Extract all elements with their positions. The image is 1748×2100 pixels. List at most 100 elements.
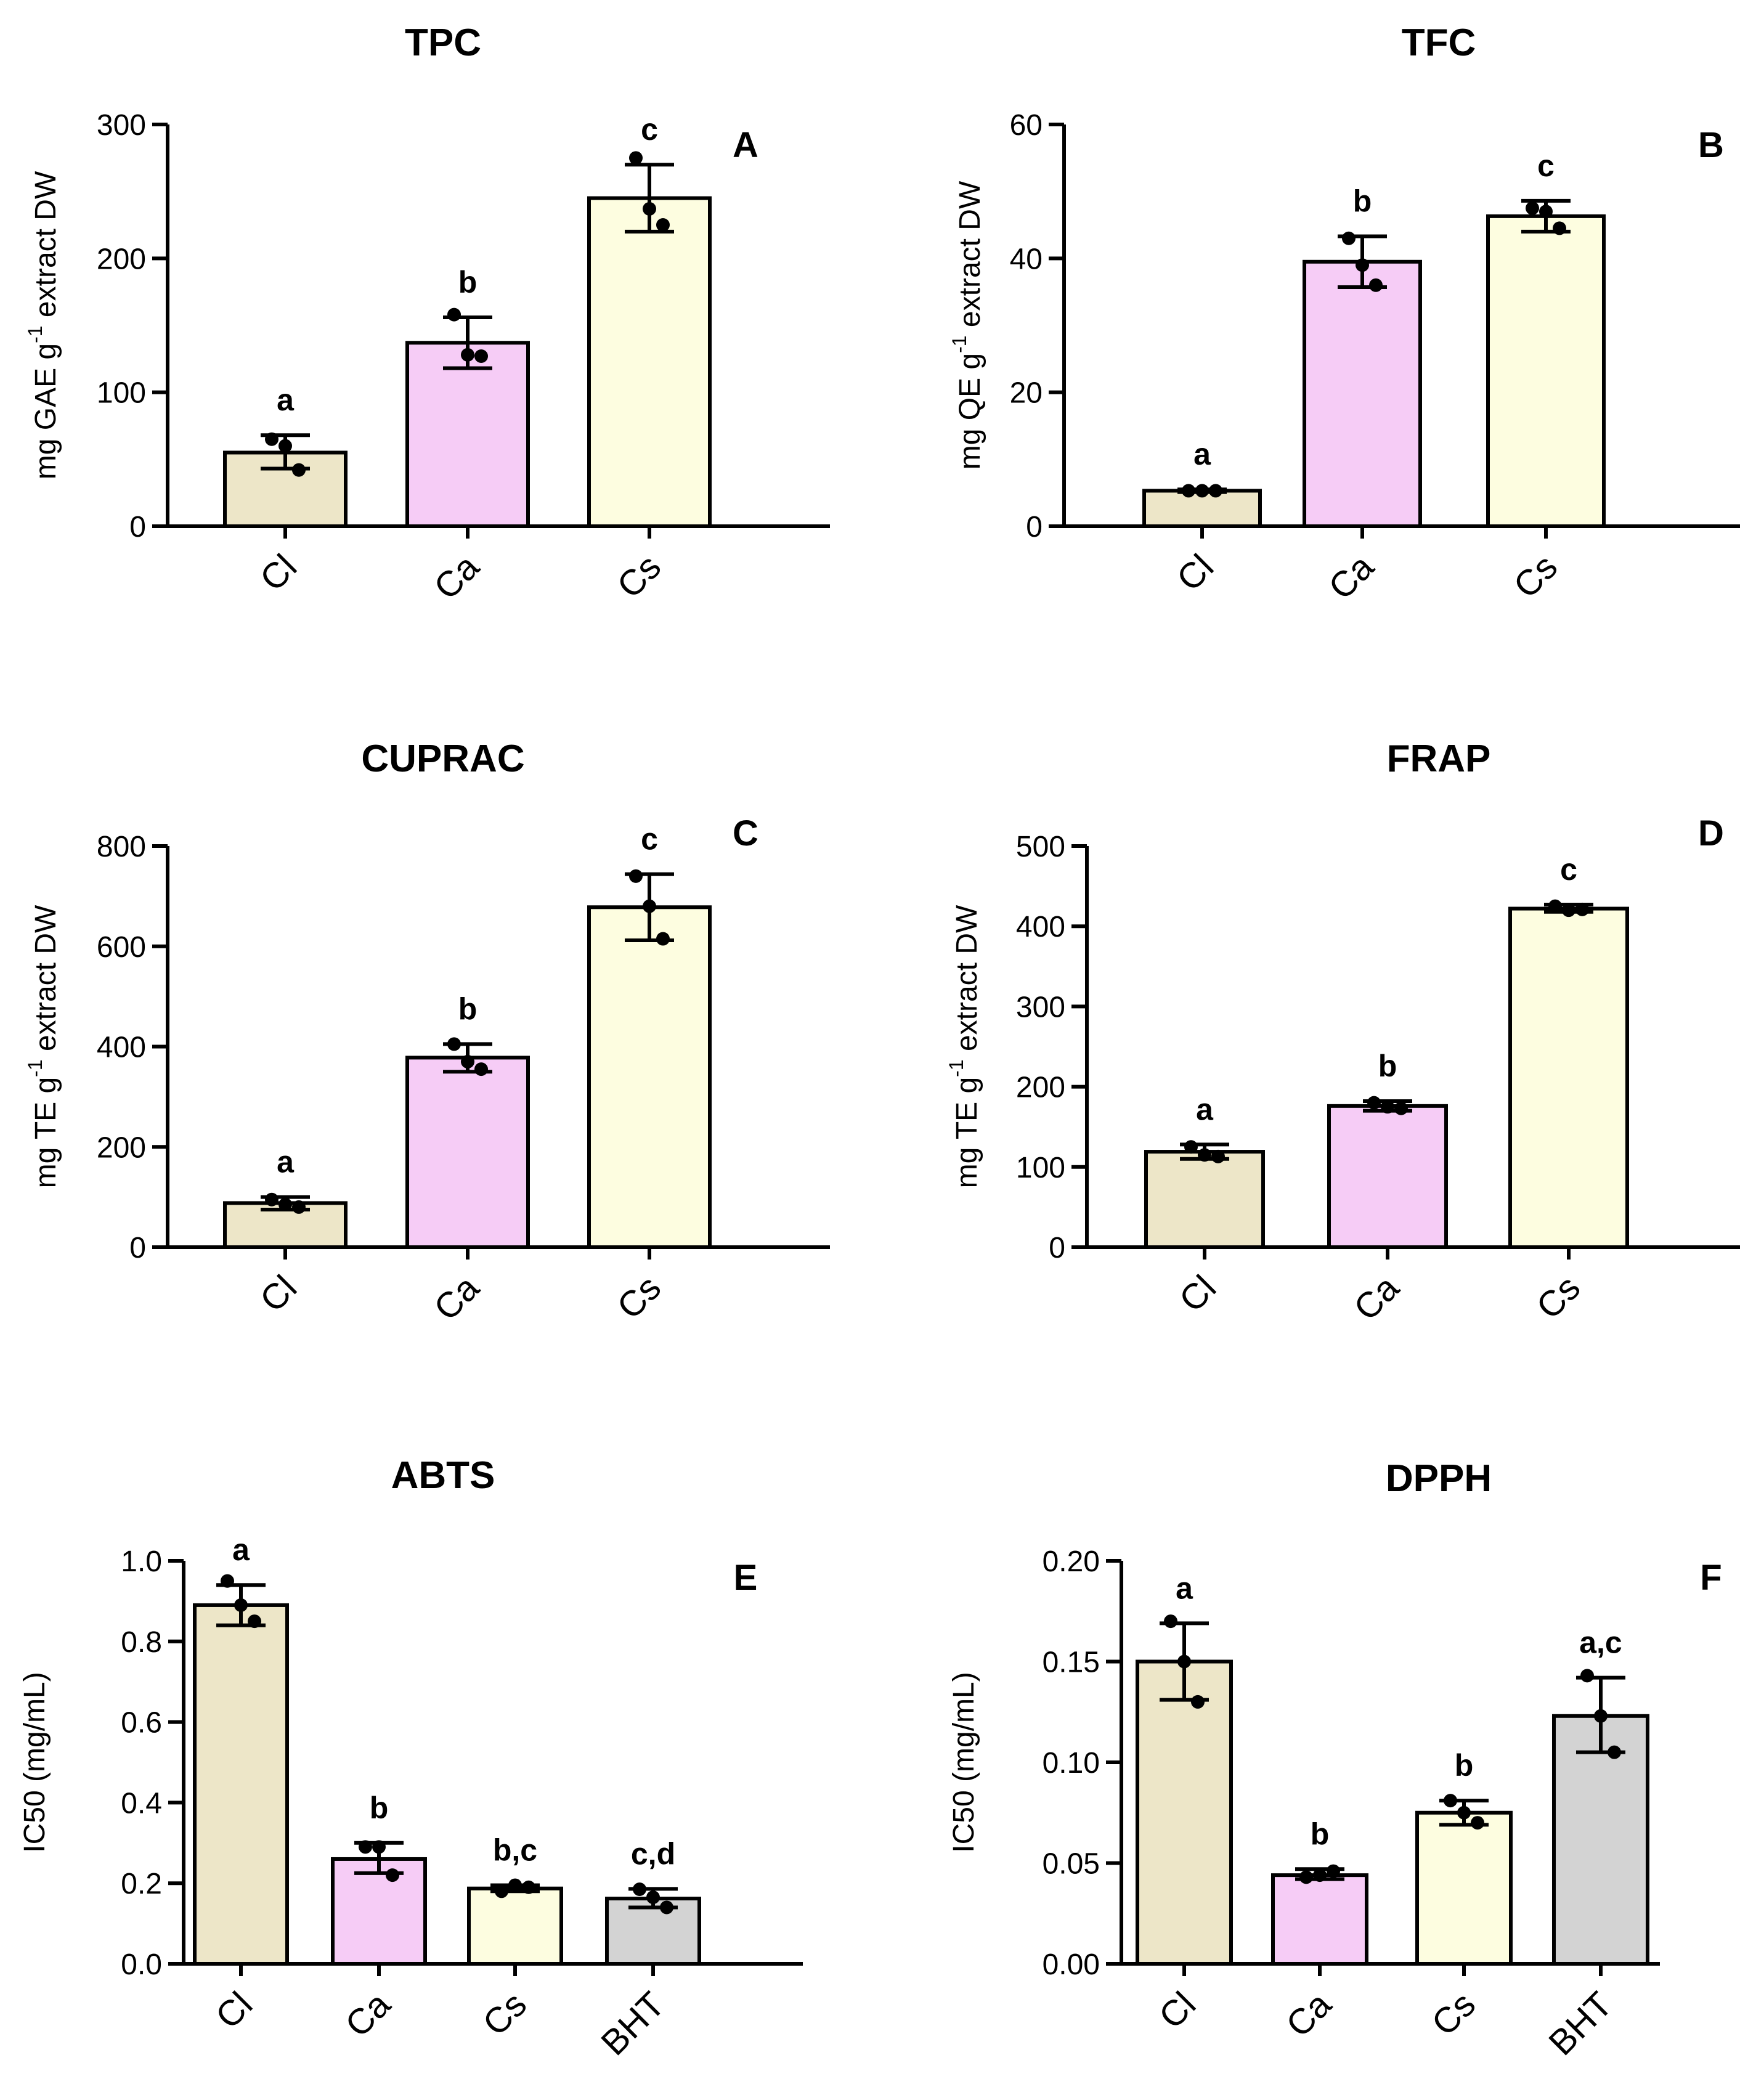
- data-point: [629, 151, 643, 165]
- data-point: [278, 439, 292, 453]
- data-point: [1327, 1864, 1340, 1878]
- bar-cs: [587, 905, 712, 1249]
- panel-f: DPPH F IC50 (mg/mL) a Cl b Ca b Cs a,c BHT 0.00 0.05…: [948, 1457, 1722, 2063]
- data-point: [1211, 1149, 1225, 1163]
- data-point: [1342, 231, 1356, 245]
- y-tick-label: 0.05: [1043, 1848, 1100, 1881]
- x-tick-label: Ca: [338, 1984, 399, 2045]
- y-tick-label: 100: [1016, 1152, 1065, 1184]
- bar-cl: [1136, 1659, 1233, 1966]
- data-point: [1381, 1100, 1394, 1114]
- significance-letter: a: [1193, 437, 1211, 471]
- chart-title: TPC: [405, 22, 481, 64]
- significance-letter: a: [1176, 1571, 1193, 1605]
- chart-title: CUPRAC: [361, 738, 524, 780]
- x-tick-label: Cs: [609, 547, 669, 606]
- x-tick-label: Cs: [609, 1268, 669, 1327]
- x-tick-label: Cl: [1171, 1268, 1224, 1320]
- y-tick-label: 800: [97, 831, 146, 863]
- data-point: [1299, 1870, 1313, 1884]
- data-point: [461, 348, 474, 362]
- data-point: [1177, 1654, 1191, 1669]
- y-label-prefix: IC50 (mg/mL): [18, 1672, 51, 1852]
- bar-ca: [1303, 259, 1422, 528]
- data-point: [265, 432, 278, 446]
- y-tick-label: 300: [97, 109, 146, 142]
- y-tick-label: 600: [97, 931, 146, 964]
- bar-cs: [587, 196, 712, 528]
- data-point: [1548, 899, 1562, 913]
- y-label-superscript: -1: [24, 325, 46, 343]
- data-point: [656, 218, 670, 232]
- x-tick-label: Cl: [1169, 547, 1221, 599]
- data-point: [234, 1598, 248, 1612]
- data-point: [221, 1574, 234, 1588]
- bar-ca: [405, 341, 530, 529]
- data-point: [474, 349, 488, 363]
- x-tick-label: Cs: [1424, 1984, 1483, 2043]
- bar-cs: [1415, 1810, 1513, 1966]
- significance-letter: b: [458, 265, 478, 299]
- chart-title: ABTS: [391, 1454, 495, 1497]
- data-point: [1539, 205, 1553, 219]
- y-label-suffix: extract DW: [30, 905, 62, 1059]
- y-tick-label: 0.00: [1043, 1948, 1100, 1981]
- significance-letter: a: [232, 1532, 250, 1567]
- data-point: [386, 1868, 399, 1882]
- y-tick-label: 0.0: [121, 1948, 162, 1981]
- data-point: [495, 1884, 508, 1899]
- chart-title: TFC: [1402, 22, 1476, 64]
- y-tick-label: 0.8: [121, 1626, 162, 1659]
- bar-cs: [1486, 214, 1606, 528]
- y-tick-label: 0.4: [121, 1787, 162, 1820]
- panel-d: FRAP Dmg TE g-1 extract DW a Cl b Ca c Cs 0 100 20…: [945, 738, 1740, 1329]
- bar-cl: [193, 1603, 289, 1966]
- data-point: [1575, 902, 1589, 916]
- significance-letter: c,d: [631, 1836, 675, 1871]
- data-point: [474, 1062, 488, 1076]
- significance-letter: b: [1311, 1817, 1330, 1851]
- significance-letter: c: [1560, 852, 1577, 887]
- y-tick-label: 400: [97, 1032, 146, 1064]
- x-tick-label: Ca: [1346, 1268, 1407, 1329]
- panel-label: C: [733, 813, 758, 853]
- x-tick-label: BHT: [1541, 1984, 1620, 2063]
- panel-label: E: [734, 1558, 758, 1598]
- x-tick-label: Cl: [208, 1984, 260, 2037]
- x-tick-label: Ca: [426, 1268, 487, 1329]
- data-point: [1198, 1148, 1211, 1162]
- data-point: [1553, 221, 1566, 235]
- data-point: [629, 869, 643, 883]
- data-point: [1562, 903, 1575, 918]
- x-tick-label: Cl: [1151, 1984, 1203, 2037]
- panel-a: TPC Amg GAE g-1 extract DW a Cl b Ca c Cs 0 100 20…: [24, 22, 830, 608]
- y-axis-label: mg GAE g-1 extract DW: [24, 171, 62, 479]
- data-point: [522, 1880, 535, 1894]
- data-point: [1182, 484, 1195, 498]
- y-label-suffix: extract DW: [951, 905, 983, 1059]
- y-tick-label: 300: [1016, 991, 1065, 1024]
- x-tick-label: Cs: [1529, 1268, 1588, 1327]
- x-tick-label: Ca: [1321, 547, 1382, 608]
- y-label-superscript: -1: [948, 335, 970, 352]
- y-tick-label: 0: [129, 1232, 146, 1264]
- data-point: [278, 1197, 292, 1211]
- significance-letter: c: [641, 822, 658, 857]
- bar-cs: [467, 1886, 563, 1966]
- y-tick-label: 0.2: [121, 1868, 162, 1900]
- data-point: [1444, 1794, 1457, 1808]
- bar-ca: [405, 1056, 530, 1249]
- data-point: [1209, 484, 1222, 498]
- y-axis-label: mg TE g-1 extract DW: [24, 905, 62, 1188]
- y-tick-label: 0.6: [121, 1707, 162, 1740]
- data-point: [372, 1840, 386, 1854]
- y-tick-label: 1.0: [121, 1545, 162, 1578]
- data-point: [646, 1890, 660, 1905]
- significance-letter: a: [277, 383, 295, 417]
- y-tick-label: 20: [1010, 377, 1043, 410]
- y-tick-label: 500: [1016, 831, 1065, 863]
- y-tick-label: 60: [1010, 109, 1043, 142]
- panel-e: ABTS E IC50 (mg/mL) a Cl b Ca b,c Cs c,d BHT 0.0 0.2…: [18, 1454, 803, 2063]
- y-tick-label: 0.10: [1043, 1747, 1100, 1780]
- data-point: [1580, 1669, 1594, 1683]
